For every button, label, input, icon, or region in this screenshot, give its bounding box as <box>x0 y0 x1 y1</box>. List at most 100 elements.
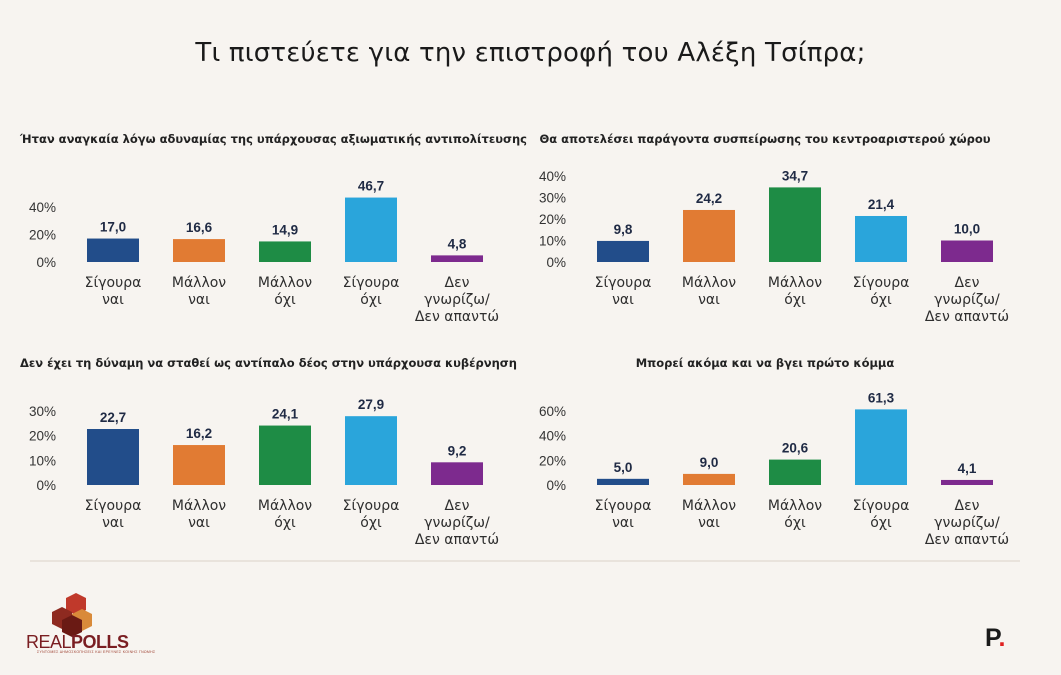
realpolls-logo-icon <box>52 593 92 637</box>
chart-panel-1: Ήταν αναγκαία λόγω αδυναμίας της υπάρχου… <box>20 132 527 362</box>
category-label: Δεν <box>955 275 980 291</box>
category-label: όχι <box>784 515 806 531</box>
bar <box>87 238 139 262</box>
data-label: 9,8 <box>614 222 633 237</box>
y-tick-label: 10% <box>29 453 56 468</box>
chart-panel-2: Θα αποτελέσει παράγοντα συσπείρωσης του … <box>530 132 1035 362</box>
category-label: όχι <box>360 515 382 531</box>
category-label: ναι <box>188 292 210 308</box>
y-tick-label: 20% <box>29 227 56 242</box>
category-label: Δεν <box>445 275 470 291</box>
data-label: 17,0 <box>100 220 126 235</box>
data-label: 24,1 <box>272 407 299 422</box>
category-label: Μάλλον <box>682 275 736 291</box>
data-label: 20,6 <box>782 441 809 456</box>
category-label: ναι <box>698 292 720 308</box>
category-label: Μάλλον <box>682 498 736 514</box>
category-label: Μάλλον <box>768 498 822 514</box>
realpolls-logo-text: REALPOLLS <box>26 632 129 652</box>
chart-title: Θα αποτελέσει παράγοντα συσπείρωσης του … <box>539 132 991 146</box>
category-label: Σίγουρα <box>853 275 910 291</box>
y-tick-label: 20% <box>539 212 566 227</box>
y-tick-label: 40% <box>29 200 56 215</box>
y-tick-label: 20% <box>539 453 566 468</box>
y-tick-label: 0% <box>546 478 566 493</box>
bar <box>345 197 397 262</box>
y-tick-label: 60% <box>539 404 566 419</box>
category-label: Δεν <box>955 498 980 514</box>
bar <box>431 255 483 262</box>
data-label: 14,9 <box>272 222 298 237</box>
category-label: Σίγουρα <box>595 275 652 291</box>
category-label: Δεν απαντώ <box>415 532 499 548</box>
category-label: Μάλλον <box>258 498 312 514</box>
y-tick-label: 30% <box>29 404 56 419</box>
data-label: 4,1 <box>958 461 977 476</box>
bar <box>683 209 735 262</box>
data-label: 9,0 <box>700 455 719 470</box>
category-label: Δεν απαντώ <box>925 532 1009 548</box>
bar <box>597 240 649 262</box>
category-label: Σίγουρα <box>85 498 142 514</box>
data-label: 9,2 <box>448 443 467 458</box>
category-label: Σίγουρα <box>85 275 142 291</box>
data-label: 16,2 <box>186 426 212 441</box>
category-label: όχι <box>784 292 806 308</box>
bar-chart: 0%20%40%60%5,0Σίγουραναι9,0Μάλλονναι20,6… <box>539 390 1009 548</box>
category-label: Δεν <box>445 498 470 514</box>
bar <box>431 462 483 485</box>
y-tick-label: 20% <box>29 429 56 444</box>
page-title: Τι πιστεύετε για την επιστροφή του Αλέξη… <box>195 38 866 68</box>
data-label: 27,9 <box>358 397 384 412</box>
category-label: Σίγουρα <box>595 498 652 514</box>
realpolls-tagline: ΣΥΝΤΟΜΕΣ ΔΗΜΟΣΚΟΠΗΣΕΙΣ ΚΑΙ ΕΡΕΥΝΕΣ ΚΟΙΝΗ… <box>37 650 156 654</box>
publisher-logo: P. <box>985 624 1006 652</box>
data-label: 4,8 <box>448 236 467 251</box>
y-tick-label: 40% <box>539 429 566 444</box>
category-label: Σίγουρα <box>853 498 910 514</box>
bar <box>683 473 735 485</box>
y-tick-label: 30% <box>539 191 566 206</box>
chart-panel-3: Δεν έχει τη δύναμη να σταθεί ως αντίπαλο… <box>20 356 525 586</box>
data-label: 21,4 <box>868 197 895 212</box>
category-label: Δεν απαντώ <box>925 309 1009 325</box>
category-label: ναι <box>612 292 634 308</box>
category-label: γνωρίζω/ <box>424 515 490 531</box>
category-label: όχι <box>274 515 296 531</box>
bar <box>345 416 397 485</box>
y-tick-label: 10% <box>539 234 566 249</box>
y-tick-label: 0% <box>546 255 566 270</box>
category-label: ναι <box>612 515 634 531</box>
data-label: 34,7 <box>782 168 808 183</box>
bar <box>769 459 821 485</box>
chart-panel-4: Μπορεί ακόμα και να βγει πρώτο κόμμα 0% 2… <box>530 356 1035 586</box>
bar <box>259 241 311 262</box>
category-label: ναι <box>102 292 124 308</box>
bar <box>855 409 907 485</box>
chart-title: Δεν έχει τη δύναμη να σταθεί ως αντίπαλο… <box>20 356 517 370</box>
data-label: 16,6 <box>186 220 213 235</box>
category-label: όχι <box>870 515 892 531</box>
category-label: ναι <box>698 515 720 531</box>
bar <box>597 478 649 485</box>
data-label: 10,0 <box>954 222 980 237</box>
data-label: 61,3 <box>868 390 895 405</box>
chart-title: Μπορεί ακόμα και να βγει πρώτο κόμμα <box>635 356 895 370</box>
category-label: γνωρίζω/ <box>934 292 1000 308</box>
bar <box>769 187 821 262</box>
category-label: Σίγουρα <box>343 498 400 514</box>
data-label: 22,7 <box>100 410 126 425</box>
category-label: ναι <box>188 515 210 531</box>
data-label: 24,2 <box>696 191 722 206</box>
bar <box>855 215 907 262</box>
chart-title: Ήταν αναγκαία λόγω αδυναμίας της υπάρχου… <box>20 132 527 146</box>
category-label: Μάλλον <box>172 275 226 291</box>
divider-line <box>30 560 1020 562</box>
y-tick-label: 0% <box>36 255 56 270</box>
bar-chart: 0%10%20%30%40%9,8Σίγουραναι24,2Μάλλονναι… <box>539 168 1009 325</box>
category-label: ναι <box>102 515 124 531</box>
category-label: όχι <box>870 292 892 308</box>
category-label: Σίγουρα <box>343 275 400 291</box>
bar <box>173 239 225 262</box>
bar <box>941 479 993 485</box>
